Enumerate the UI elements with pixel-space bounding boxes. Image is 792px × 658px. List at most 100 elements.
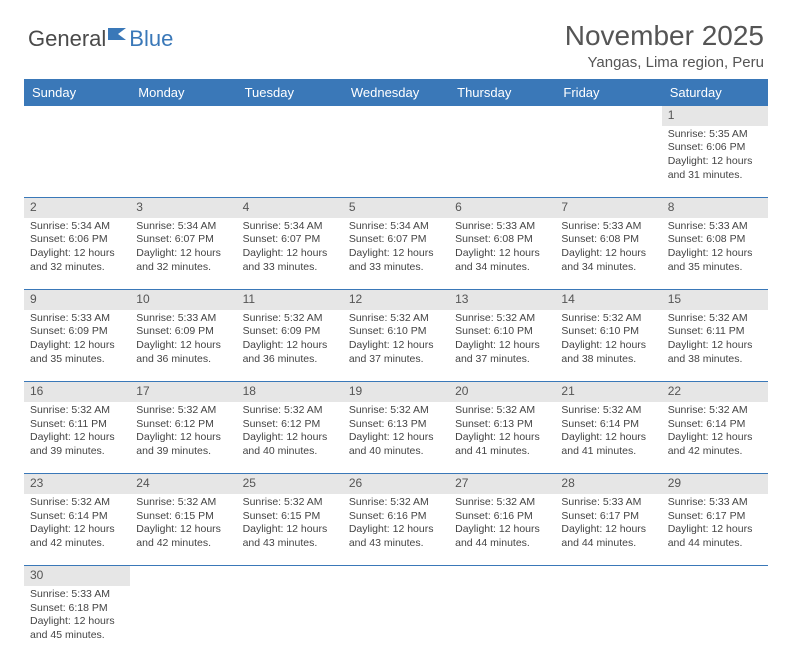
sunset-text: Sunset: 6:09 PM	[243, 325, 337, 339]
day-number-cell: 21	[555, 382, 661, 402]
day-info-cell: Sunrise: 5:32 AMSunset: 6:13 PMDaylight:…	[449, 402, 555, 474]
daylight-text: Daylight: 12 hours and 39 minutes.	[136, 431, 230, 458]
day-number-cell: 4	[237, 198, 343, 218]
daylight-text: Daylight: 12 hours and 40 minutes.	[243, 431, 337, 458]
day-number-cell: 10	[130, 290, 236, 310]
sunset-text: Sunset: 6:08 PM	[561, 233, 655, 247]
sunset-text: Sunset: 6:14 PM	[668, 418, 762, 432]
day-info-cell: Sunrise: 5:33 AMSunset: 6:09 PMDaylight:…	[24, 310, 130, 382]
sunset-text: Sunset: 6:08 PM	[668, 233, 762, 247]
calendar: SundayMondayTuesdayWednesdayThursdayFrid…	[0, 79, 792, 658]
daylight-text: Daylight: 12 hours and 37 minutes.	[455, 339, 549, 366]
sunset-text: Sunset: 6:17 PM	[561, 510, 655, 524]
day-info-cell: Sunrise: 5:34 AMSunset: 6:06 PMDaylight:…	[24, 218, 130, 290]
day-info-cell: Sunrise: 5:32 AMSunset: 6:12 PMDaylight:…	[237, 402, 343, 474]
day-info-cell: Sunrise: 5:32 AMSunset: 6:14 PMDaylight:…	[24, 494, 130, 566]
day-number-cell: 1	[662, 106, 768, 126]
day-number-cell: 6	[449, 198, 555, 218]
daylight-text: Daylight: 12 hours and 32 minutes.	[136, 247, 230, 274]
day-info-row: Sunrise: 5:34 AM Sunset: 6:06 PM Daylight:…	[24, 218, 768, 290]
day-info-cell: Sunrise: 5:32 AMSunset: 6:11 PMDaylight:…	[662, 310, 768, 382]
sunrise-text: Sunrise: 5:32 AM	[30, 404, 124, 418]
day-number-cell	[449, 106, 555, 126]
day-header: Wednesday	[343, 79, 449, 106]
day-number-cell: 15	[662, 290, 768, 310]
sunrise-text: Sunrise: 5:32 AM	[243, 496, 337, 510]
day-number-cell: 17	[130, 382, 236, 402]
sunrise-text: Sunrise: 5:35 AM	[668, 128, 762, 142]
day-number-cell	[662, 566, 768, 586]
daylight-text: Daylight: 12 hours and 34 minutes.	[561, 247, 655, 274]
sunset-text: Sunset: 6:07 PM	[243, 233, 337, 247]
sunset-text: Sunset: 6:12 PM	[243, 418, 337, 432]
day-number-cell	[130, 566, 236, 586]
day-number-cell: 2	[24, 198, 130, 218]
sunrise-text: Sunrise: 5:34 AM	[136, 220, 230, 234]
day-number-cell: 3	[130, 198, 236, 218]
sunset-text: Sunset: 6:07 PM	[136, 233, 230, 247]
daylight-text: Daylight: 12 hours and 45 minutes.	[30, 615, 124, 642]
day-number-cell	[130, 106, 236, 126]
day-header: Tuesday	[237, 79, 343, 106]
day-info-cell: Sunrise: 5:32 AMSunset: 6:15 PMDaylight:…	[130, 494, 236, 566]
daylight-text: Daylight: 12 hours and 39 minutes.	[30, 431, 124, 458]
day-number-cell	[343, 106, 449, 126]
sunset-text: Sunset: 6:09 PM	[30, 325, 124, 339]
sunrise-text: Sunrise: 5:34 AM	[243, 220, 337, 234]
sunset-text: Sunset: 6:07 PM	[349, 233, 443, 247]
daynum-row: 23242526272829	[24, 474, 768, 494]
sunrise-text: Sunrise: 5:32 AM	[243, 404, 337, 418]
page-title: November 2025	[565, 20, 764, 52]
sunset-text: Sunset: 6:08 PM	[455, 233, 549, 247]
sunrise-text: Sunrise: 5:33 AM	[561, 220, 655, 234]
day-info-cell: Sunrise: 5:32 AMSunset: 6:10 PMDaylight:…	[343, 310, 449, 382]
day-info-cell	[130, 126, 236, 198]
day-number-cell: 27	[449, 474, 555, 494]
day-header: Thursday	[449, 79, 555, 106]
day-number-cell	[555, 106, 661, 126]
sunrise-text: Sunrise: 5:32 AM	[668, 312, 762, 326]
day-number-cell: 11	[237, 290, 343, 310]
day-info-cell: Sunrise: 5:33 AMSunset: 6:18 PMDaylight:…	[24, 586, 130, 658]
day-info-cell: Sunrise: 5:34 AMSunset: 6:07 PMDaylight:…	[343, 218, 449, 290]
sunrise-text: Sunrise: 5:32 AM	[349, 312, 443, 326]
sunset-text: Sunset: 6:09 PM	[136, 325, 230, 339]
day-info-cell: Sunrise: 5:32 AMSunset: 6:14 PMDaylight:…	[662, 402, 768, 474]
location-text: Yangas, Lima region, Peru	[565, 54, 764, 71]
day-number-cell: 5	[343, 198, 449, 218]
day-info-cell: Sunrise: 5:33 AMSunset: 6:17 PMDaylight:…	[555, 494, 661, 566]
daylight-text: Daylight: 12 hours and 42 minutes.	[668, 431, 762, 458]
sunset-text: Sunset: 6:14 PM	[561, 418, 655, 432]
sunrise-text: Sunrise: 5:33 AM	[30, 588, 124, 602]
day-info-cell: Sunrise: 5:32 AMSunset: 6:11 PMDaylight:…	[24, 402, 130, 474]
day-info-cell	[237, 126, 343, 198]
sunset-text: Sunset: 6:06 PM	[30, 233, 124, 247]
day-number-cell: 24	[130, 474, 236, 494]
sunset-text: Sunset: 6:06 PM	[668, 141, 762, 155]
sunrise-text: Sunrise: 5:32 AM	[349, 404, 443, 418]
sunrise-text: Sunrise: 5:33 AM	[561, 496, 655, 510]
day-number-cell	[24, 106, 130, 126]
day-number-cell	[449, 566, 555, 586]
day-number-cell: 14	[555, 290, 661, 310]
daylight-text: Daylight: 12 hours and 38 minutes.	[561, 339, 655, 366]
sunset-text: Sunset: 6:11 PM	[668, 325, 762, 339]
day-number-cell: 22	[662, 382, 768, 402]
sunset-text: Sunset: 6:10 PM	[349, 325, 443, 339]
sunset-text: Sunset: 6:16 PM	[349, 510, 443, 524]
day-number-cell	[343, 566, 449, 586]
sunrise-text: Sunrise: 5:33 AM	[30, 312, 124, 326]
day-info-cell: Sunrise: 5:32 AMSunset: 6:16 PMDaylight:…	[343, 494, 449, 566]
sunrise-text: Sunrise: 5:32 AM	[136, 404, 230, 418]
day-info-cell: Sunrise: 5:32 AMSunset: 6:16 PMDaylight:…	[449, 494, 555, 566]
daylight-text: Daylight: 12 hours and 31 minutes.	[668, 155, 762, 182]
sunrise-text: Sunrise: 5:34 AM	[349, 220, 443, 234]
day-number-cell: 20	[449, 382, 555, 402]
sunset-text: Sunset: 6:18 PM	[30, 602, 124, 616]
day-info-cell	[449, 586, 555, 658]
day-number-cell	[237, 106, 343, 126]
daylight-text: Daylight: 12 hours and 40 minutes.	[349, 431, 443, 458]
daylight-text: Daylight: 12 hours and 36 minutes.	[136, 339, 230, 366]
day-number-cell	[237, 566, 343, 586]
day-info-cell: Sunrise: 5:34 AMSunset: 6:07 PMDaylight:…	[130, 218, 236, 290]
